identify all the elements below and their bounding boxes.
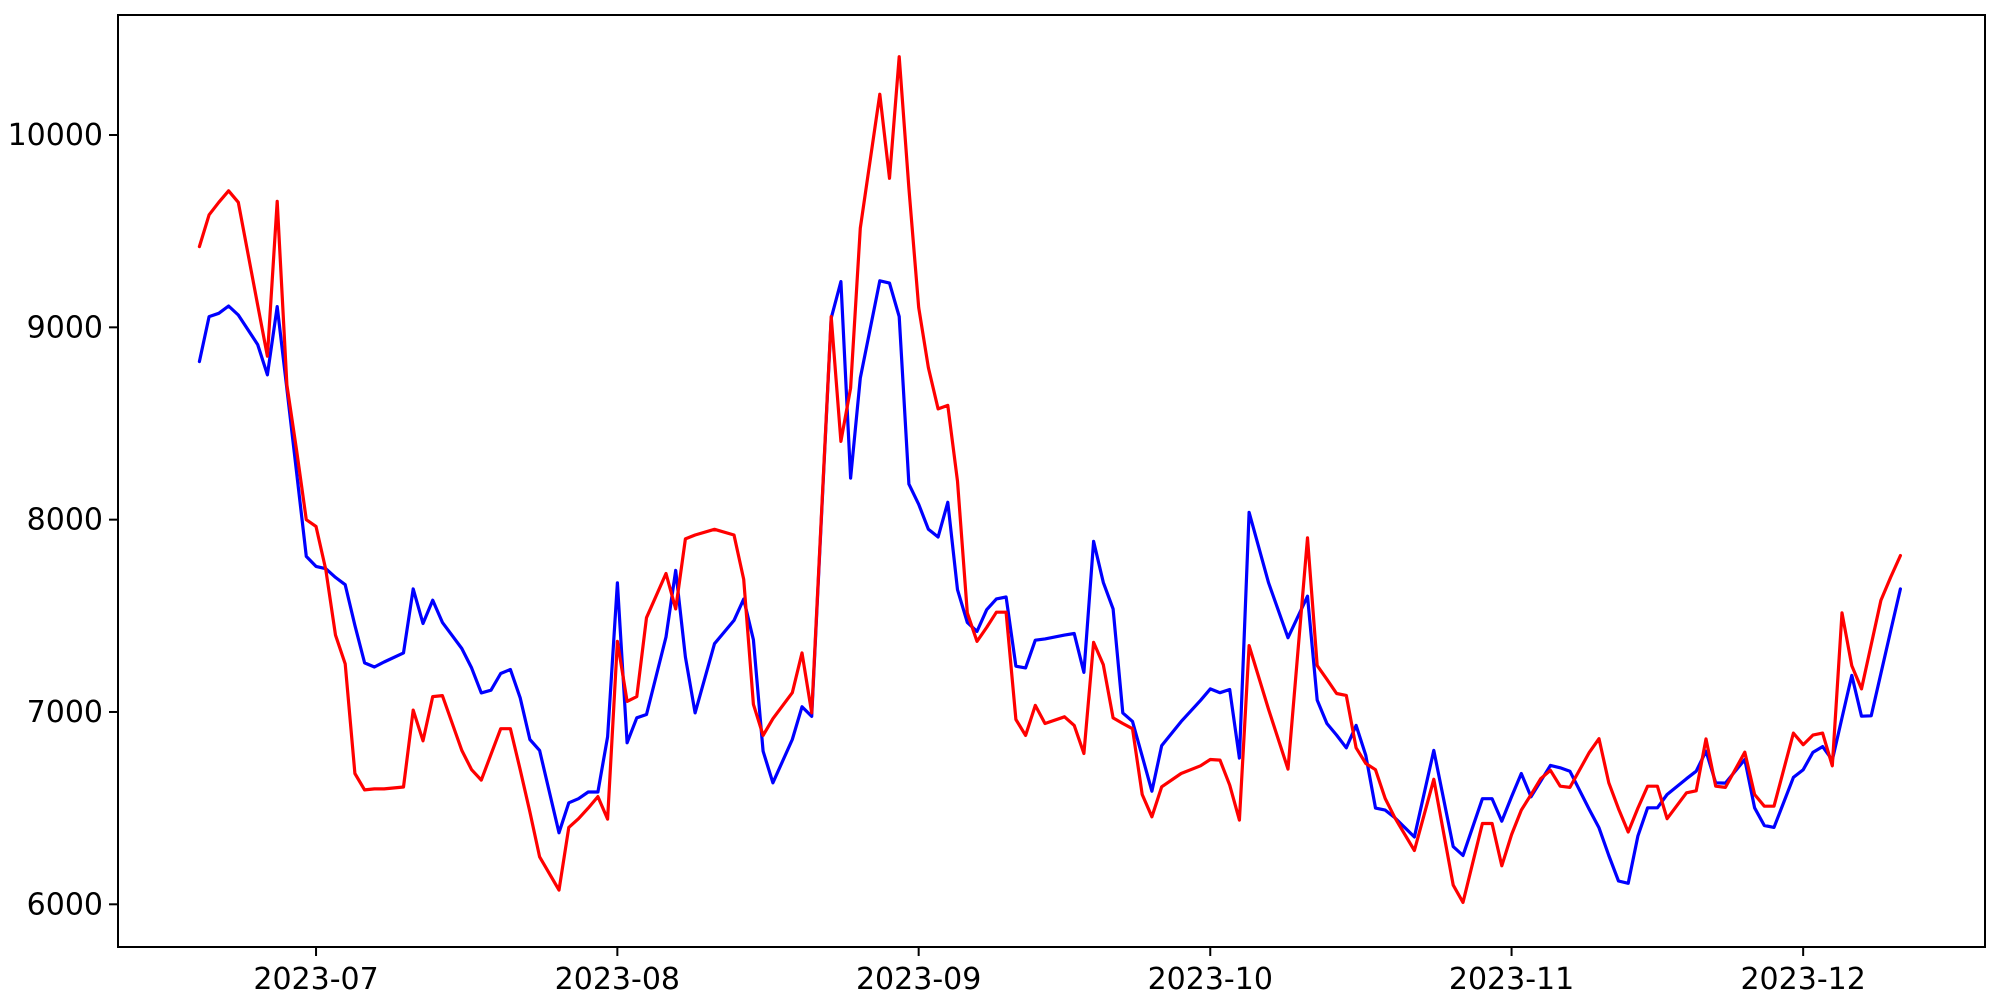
x-tick-label: 2023-07 (253, 962, 378, 997)
x-tick-label: 2023-10 (1148, 962, 1273, 997)
red-series-line (197, 55, 1903, 905)
y-tick-label: 8000 (27, 503, 103, 538)
series-group (197, 55, 1903, 905)
x-tick-label: 2023-11 (1449, 962, 1574, 997)
y-tick-label: 10000 (8, 118, 103, 153)
x-tick-label: 2023-12 (1740, 962, 1865, 997)
x-tick-label: 2023-09 (856, 962, 981, 997)
axes-group: 2023-07 2023-08 2023-09 2023-10 2023-11 2023-… (8, 14, 1986, 997)
x-tick-label: 2023-08 (555, 962, 680, 997)
blue-series-line (197, 279, 1903, 885)
y-tick-label: 9000 (27, 310, 103, 345)
y-tick-label: 6000 (27, 887, 103, 922)
plot-border (117, 14, 1986, 948)
y-tick-label: 7000 (27, 695, 103, 730)
